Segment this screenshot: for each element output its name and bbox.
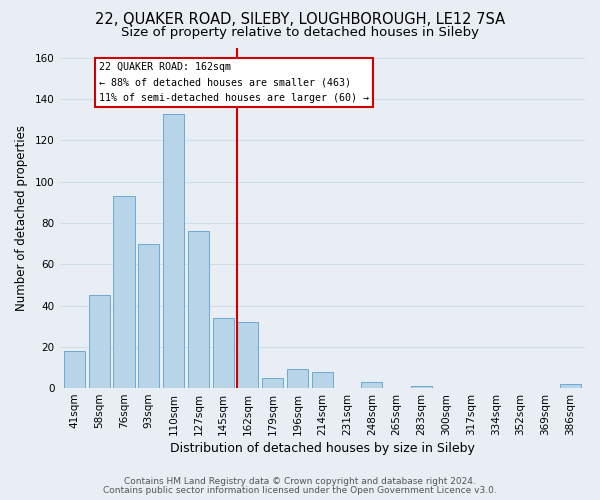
Text: Contains HM Land Registry data © Crown copyright and database right 2024.: Contains HM Land Registry data © Crown c… (124, 477, 476, 486)
Bar (287, 370, 308, 388)
Bar (64, 351, 85, 388)
Bar (89, 295, 110, 388)
Bar (411, 386, 432, 388)
Bar (138, 244, 160, 388)
Bar (560, 384, 581, 388)
Bar (262, 378, 283, 388)
Bar (113, 196, 134, 388)
Text: 22, QUAKER ROAD, SILEBY, LOUGHBOROUGH, LE12 7SA: 22, QUAKER ROAD, SILEBY, LOUGHBOROUGH, L… (95, 12, 505, 28)
Bar (188, 231, 209, 388)
Text: Size of property relative to detached houses in Sileby: Size of property relative to detached ho… (121, 26, 479, 39)
Text: 22 QUAKER ROAD: 162sqm
← 88% of detached houses are smaller (463)
11% of semi-de: 22 QUAKER ROAD: 162sqm ← 88% of detached… (99, 62, 369, 103)
Bar (163, 114, 184, 388)
Bar (238, 322, 259, 388)
Bar (212, 318, 233, 388)
X-axis label: Distribution of detached houses by size in Sileby: Distribution of detached houses by size … (170, 442, 475, 455)
Bar (312, 372, 333, 388)
Text: Contains public sector information licensed under the Open Government Licence v3: Contains public sector information licen… (103, 486, 497, 495)
Y-axis label: Number of detached properties: Number of detached properties (15, 125, 28, 311)
Bar (361, 382, 382, 388)
